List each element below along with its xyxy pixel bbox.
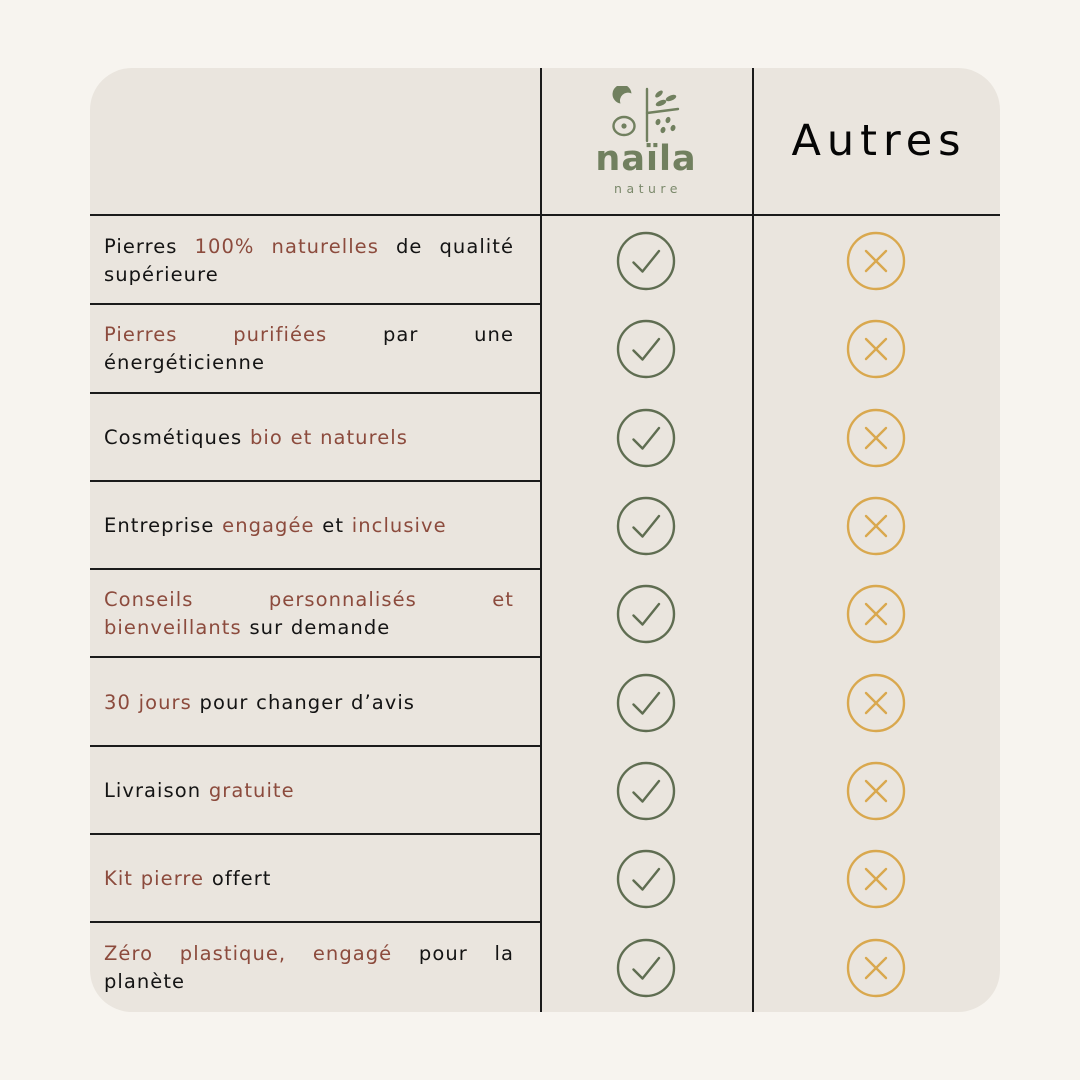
feature-cell: Kit pierre offert	[104, 835, 514, 923]
table-row: 30 jours pour changer d’avis	[90, 658, 1000, 747]
row-divider	[90, 744, 540, 747]
cross-circle-icon	[845, 407, 907, 469]
feature-cell: Conseils personnalisés et bienveillants …	[104, 570, 514, 658]
comparison-table-card: naïla nature Autres Pierres 100% naturel…	[90, 68, 1000, 1012]
brand-tagline: nature	[614, 181, 682, 197]
feature-cell: Cosmétiques bio et naturels	[104, 394, 514, 482]
feature-cell: 30 jours pour changer d’avis	[104, 658, 514, 746]
feature-label: Kit pierre offert	[104, 867, 272, 891]
cross-circle-icon	[845, 848, 907, 910]
naila-mark-cell	[540, 658, 752, 746]
feature-cell: Pierres 100% naturelles de qualité supér…	[104, 217, 514, 305]
naila-mark-cell	[540, 835, 752, 923]
table-row: Zéro plastique, engagé pour la planète	[90, 923, 1000, 1011]
feature-cell: Pierres purifiées par une énergéticienne	[104, 305, 514, 393]
feature-label: Zéro plastique, engagé pour la planète	[104, 941, 514, 993]
feature-label: Conseils personnalisés et bienveillants …	[104, 588, 514, 640]
naila-mark-cell	[540, 217, 752, 305]
check-circle-icon	[615, 407, 677, 469]
table-header: naïla nature Autres	[90, 68, 1000, 214]
naila-mark-cell	[540, 747, 752, 835]
cross-circle-icon	[845, 495, 907, 557]
check-circle-icon	[615, 318, 677, 380]
naila-mark-cell	[540, 570, 752, 658]
cross-circle-icon	[845, 672, 907, 734]
check-circle-icon	[615, 230, 677, 292]
header-divider	[90, 214, 1000, 216]
others-label: Autres	[791, 115, 967, 166]
row-divider	[90, 656, 540, 659]
table-row: Livraison gratuite	[90, 747, 1000, 836]
others-mark-cell	[752, 570, 1000, 658]
check-circle-icon	[615, 583, 677, 645]
check-circle-icon	[615, 672, 677, 734]
row-divider	[90, 921, 540, 924]
naila-mark-cell	[540, 482, 752, 570]
naila-moon-branch-logo-icon	[606, 86, 686, 144]
row-divider	[90, 833, 540, 836]
check-circle-icon	[615, 848, 677, 910]
naila-mark-cell	[540, 305, 752, 393]
naila-mark-cell	[540, 394, 752, 482]
table-row: Conseils personnalisés et bienveillants …	[90, 570, 1000, 659]
row-divider	[90, 568, 540, 571]
others-mark-cell	[752, 217, 1000, 305]
others-column-header: Autres	[752, 68, 1000, 214]
feature-label: Pierres 100% naturelles de qualité supér…	[104, 235, 514, 287]
feature-label: Pierres purifiées par une énergéticienne	[104, 323, 514, 375]
feature-cell: Zéro plastique, engagé pour la planète	[104, 923, 514, 1011]
brand-wordmark: naïla	[595, 139, 697, 180]
row-divider	[90, 303, 540, 306]
comparison-rows: Pierres 100% naturelles de qualité supér…	[90, 217, 1000, 1012]
cross-circle-icon	[845, 583, 907, 645]
others-mark-cell	[752, 747, 1000, 835]
table-row: Pierres 100% naturelles de qualité supér…	[90, 217, 1000, 306]
feature-label: Entreprise engagée et inclusive	[104, 514, 447, 538]
feature-cell: Entreprise engagée et inclusive	[104, 482, 514, 570]
cross-circle-icon	[845, 760, 907, 822]
others-mark-cell	[752, 658, 1000, 746]
row-divider	[90, 479, 540, 482]
table-row: Kit pierre offert	[90, 835, 1000, 924]
brand-column-header: naïla nature	[540, 68, 752, 214]
check-circle-icon	[615, 495, 677, 557]
feature-label: Livraison gratuite	[104, 778, 295, 802]
table-row: Pierres purifiées par une énergéticienne	[90, 305, 1000, 394]
naila-mark-cell	[540, 923, 752, 1011]
others-mark-cell	[752, 394, 1000, 482]
others-mark-cell	[752, 835, 1000, 923]
others-mark-cell	[752, 482, 1000, 570]
check-circle-icon	[615, 760, 677, 822]
table-row: Entreprise engagée et inclusive	[90, 482, 1000, 571]
check-circle-icon	[615, 937, 677, 999]
row-divider	[90, 391, 540, 394]
cross-circle-icon	[845, 937, 907, 999]
feature-cell: Livraison gratuite	[104, 747, 514, 835]
feature-label: 30 jours pour changer d’avis	[104, 690, 415, 714]
others-mark-cell	[752, 305, 1000, 393]
feature-label: Cosmétiques bio et naturels	[104, 425, 408, 449]
others-mark-cell	[752, 923, 1000, 1011]
cross-circle-icon	[845, 318, 907, 380]
column-divider-left	[540, 68, 542, 1012]
table-row: Cosmétiques bio et naturels	[90, 394, 1000, 482]
cross-circle-icon	[845, 230, 907, 292]
column-divider-right	[752, 68, 754, 1012]
